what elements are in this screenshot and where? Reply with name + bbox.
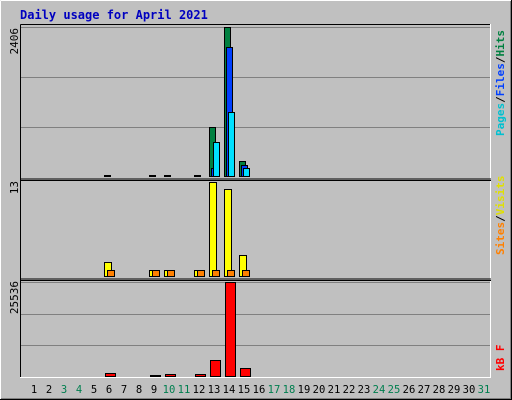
day-label: 24: [373, 384, 386, 396]
bar: [243, 168, 250, 177]
bar: [227, 270, 235, 277]
legend-item: kB F: [494, 345, 507, 372]
bar: [225, 282, 236, 377]
panel-separators: [20, 178, 491, 281]
day-label: 28: [433, 384, 446, 396]
day-label: 21: [328, 384, 341, 396]
day-label: 20: [313, 384, 326, 396]
day-label: 23: [358, 384, 371, 396]
bar: [210, 360, 221, 377]
bar: [165, 374, 176, 377]
day-label: 16: [253, 384, 266, 396]
day-label: 31: [478, 384, 491, 396]
y-max-labels: 2406 13 25536: [8, 28, 21, 314]
day-label: 22: [343, 384, 356, 396]
bar: [107, 270, 115, 277]
day-label: 3: [61, 384, 67, 396]
bar: [152, 270, 160, 277]
gridlines: [21, 27, 490, 346]
day-label: 7: [121, 384, 127, 396]
legend-separator: /: [494, 96, 507, 103]
legend-item: Pages: [494, 103, 507, 136]
bar: [164, 175, 171, 177]
day-label: 15: [238, 384, 251, 396]
day-label: 4: [76, 384, 82, 396]
legend-text: Sites/Visits: [494, 176, 507, 256]
bar: [195, 374, 206, 377]
day-label: 8: [136, 384, 142, 396]
bars: [104, 27, 251, 377]
day-label: 26: [403, 384, 416, 396]
legend-separator: /: [494, 215, 507, 222]
day-label: 12: [193, 384, 206, 396]
bar: [213, 142, 220, 177]
bar: [149, 175, 156, 177]
bar: [105, 373, 116, 377]
plot-area: [20, 24, 491, 378]
legend-separator: /: [494, 56, 507, 63]
y-max-label: 2406: [8, 28, 21, 55]
day-label: 27: [418, 384, 431, 396]
legend-item: Files: [494, 63, 507, 96]
day-label: 18: [283, 384, 296, 396]
bar: [212, 270, 220, 277]
legend-item: Sites: [494, 222, 507, 255]
bar: [228, 112, 235, 177]
day-label: 6: [106, 384, 112, 396]
day-label: 1: [31, 384, 37, 396]
day-label: 25: [388, 384, 401, 396]
day-label: 30: [463, 384, 476, 396]
bar: [104, 175, 111, 177]
bar: [224, 189, 232, 277]
chart-title: Daily usage for April 2021: [20, 8, 208, 22]
legend-text: kB F: [494, 345, 507, 372]
day-label: 13: [208, 384, 221, 396]
bar: [240, 368, 251, 377]
bar: [167, 270, 175, 277]
day-label: 11: [178, 384, 191, 396]
bar: [242, 270, 250, 277]
day-label: 2: [46, 384, 52, 396]
legend-item: Hits: [494, 30, 507, 57]
y-max-label: 25536: [8, 281, 21, 314]
bar: [150, 375, 161, 377]
day-label: 19: [298, 384, 311, 396]
legend-text: Pages/Files/Hits: [494, 30, 507, 136]
day-label: 17: [268, 384, 281, 396]
plot-background: [20, 24, 491, 378]
bar: [209, 182, 217, 277]
y-max-label: 13: [8, 181, 21, 194]
day-label: 29: [448, 384, 461, 396]
day-label: 9: [151, 384, 157, 396]
legend-item: Visits: [494, 176, 507, 216]
bar: [194, 175, 201, 177]
bar: [197, 270, 205, 277]
day-label: 14: [223, 384, 236, 396]
day-label: 5: [91, 384, 97, 396]
day-label: 10: [163, 384, 176, 396]
day-labels: 1 2 3 4 5 6 7 8 9 10 11 12 13 14 15 16 17 18 19 20 21 22 23 24 2…: [31, 384, 490, 396]
